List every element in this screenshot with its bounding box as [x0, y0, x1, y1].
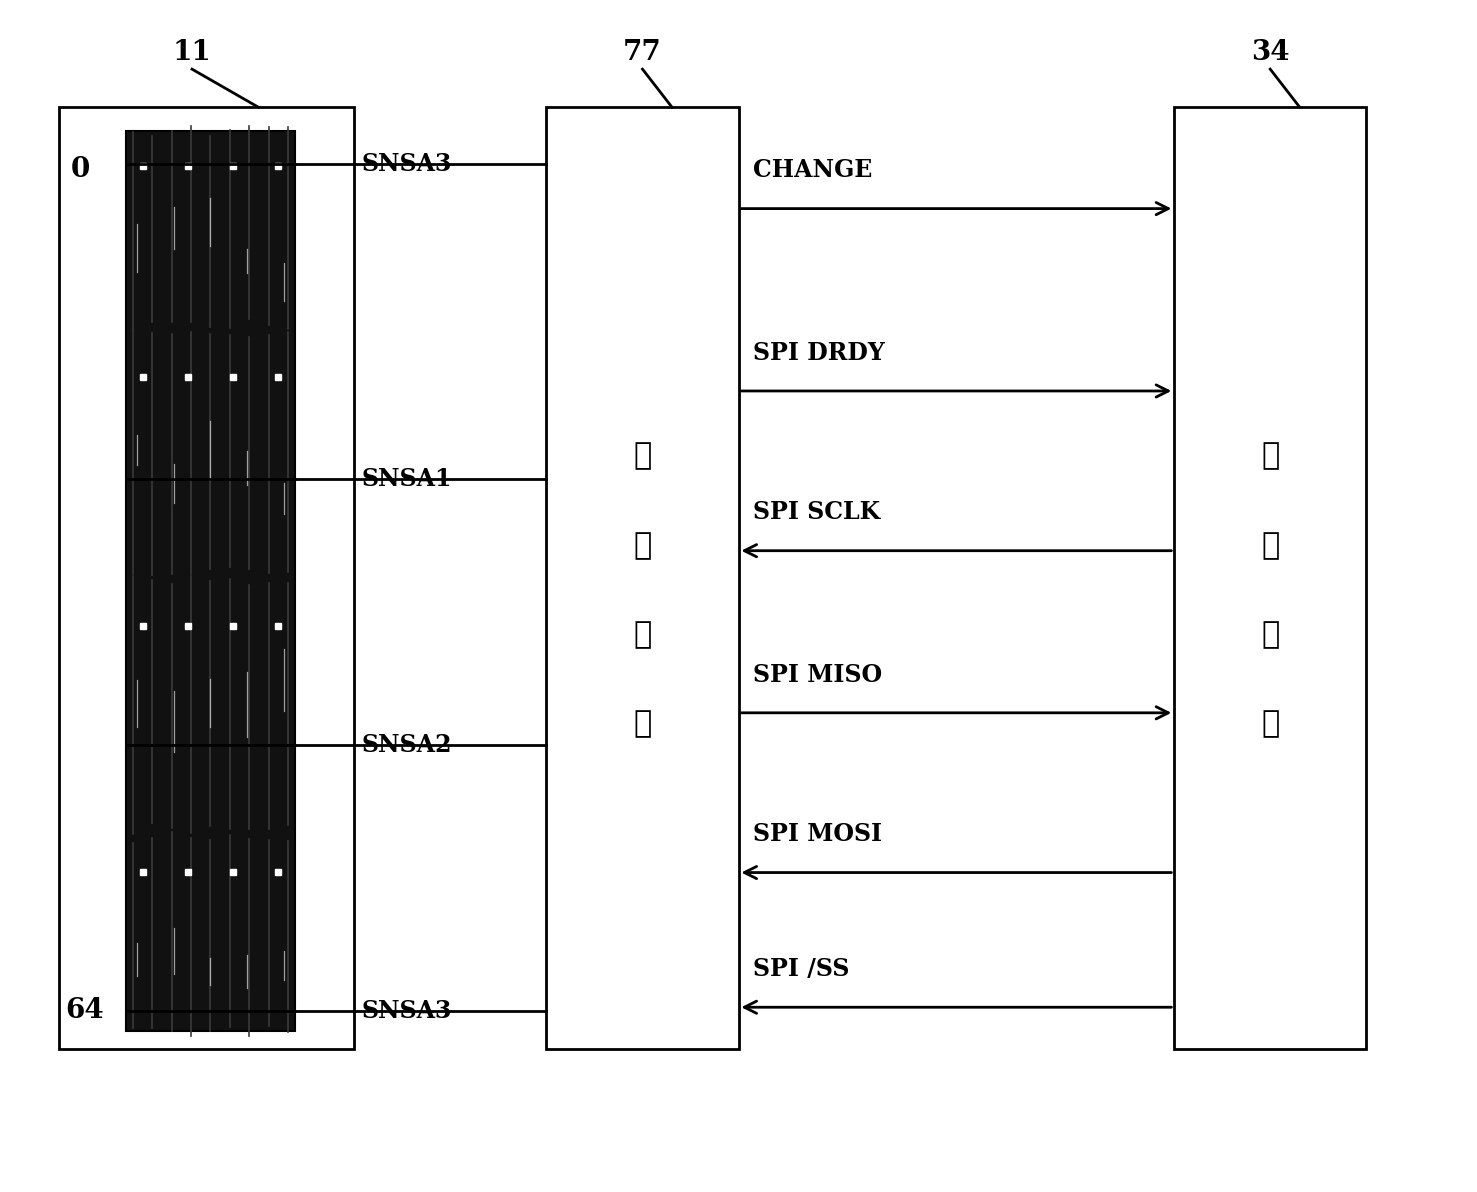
Text: SNSA2: SNSA2 [362, 733, 452, 757]
Text: CHANGE: CHANGE [753, 159, 873, 182]
Text: 电: 电 [634, 620, 651, 650]
Text: SPI /SS: SPI /SS [753, 957, 849, 981]
Text: SNSA3: SNSA3 [362, 153, 452, 176]
Text: 微: 微 [1261, 441, 1279, 471]
Text: 77: 77 [623, 38, 662, 66]
Text: 处: 处 [1261, 530, 1279, 560]
Text: SNSA1: SNSA1 [362, 467, 452, 491]
Text: SNSA3: SNSA3 [362, 999, 452, 1023]
Text: 扫: 扫 [634, 441, 651, 471]
Text: SPI MISO: SPI MISO [753, 663, 882, 687]
Text: 路: 路 [634, 709, 651, 739]
Text: 器: 器 [1261, 709, 1279, 739]
Text: 理: 理 [1261, 620, 1279, 650]
Text: 11: 11 [173, 38, 211, 66]
Bar [1174, 107, 1366, 1049]
Text: SPI MOSI: SPI MOSI [753, 822, 882, 846]
Bar [59, 107, 354, 1049]
Bar [546, 107, 738, 1049]
Text: SPI SCLK: SPI SCLK [753, 501, 880, 524]
Text: 64: 64 [65, 998, 103, 1024]
Bar [126, 131, 295, 1031]
Text: 34: 34 [1251, 38, 1289, 66]
Text: SPI DRDY: SPI DRDY [753, 341, 885, 365]
Text: 0: 0 [71, 156, 90, 182]
Text: 描: 描 [634, 530, 651, 560]
